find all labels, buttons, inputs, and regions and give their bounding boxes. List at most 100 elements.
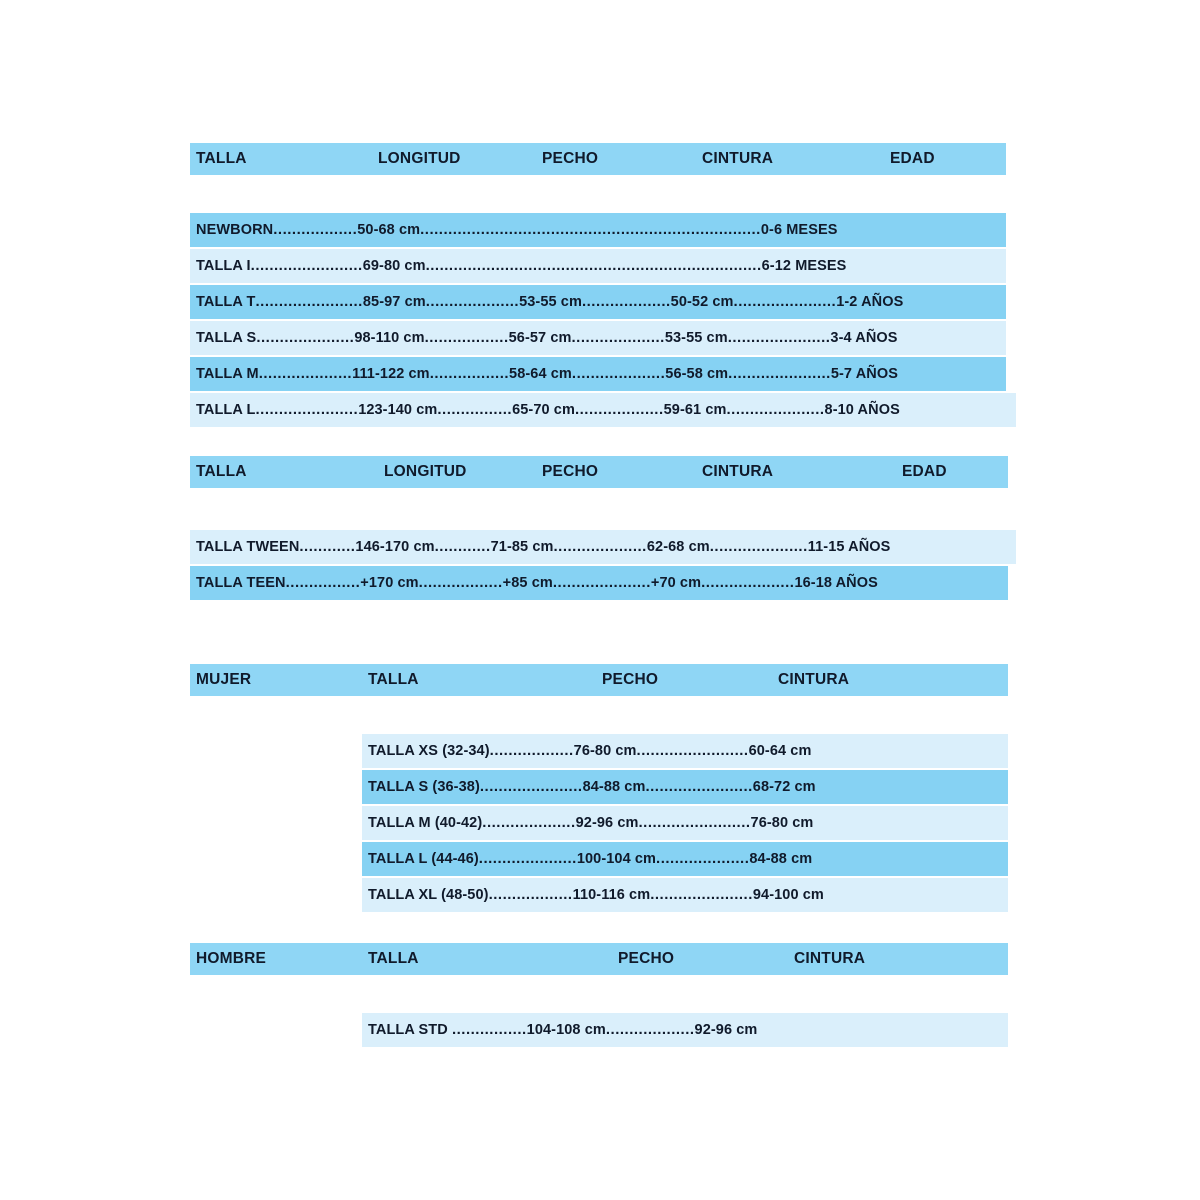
chest-value: 60-64 cm (748, 743, 812, 759)
dot-leader: .................. (488, 886, 573, 903)
dot-leader: ................... (574, 401, 664, 418)
row-content: TALLA S.....................98-110 cm...… (190, 329, 898, 347)
row-content: TALLA M....................111-122 cm...… (190, 365, 898, 383)
dot-leader: .................... (571, 365, 666, 382)
dot-leader: .................. (418, 574, 503, 591)
dot-leader: ............ (434, 538, 491, 555)
size-label: TALLA L (44-46) (368, 851, 479, 867)
table-row: TALLA L (44-46).....................100-… (362, 842, 1008, 876)
dot-leader: .................... (553, 538, 647, 555)
table-header-row: MUJER TALLA PECHO CINTURA (190, 664, 1008, 696)
table-header-row: TALLA LONGITUD PECHO CINTURA EDAD (190, 143, 1006, 175)
size-label: NEWBORN (196, 222, 274, 238)
table-row: TALLA M....................111-122 cm...… (190, 357, 1006, 391)
column-header-pecho: PECHO (542, 150, 599, 167)
table-header-row: TALLA LONGITUD PECHO CINTURA EDAD (190, 456, 1008, 488)
row-content: TALLA L......................123-140 cm.… (190, 401, 900, 419)
size-table-hombre: HOMBRE TALLA PECHO CINTURA TALLA STD ......… (190, 943, 1008, 1049)
table-header-row: HOMBRE TALLA PECHO CINTURA (190, 943, 1008, 975)
waist-value: 56-58 cm (665, 366, 729, 382)
dot-leader: ................... (581, 293, 671, 310)
size-label: TALLA S (36-38) (368, 779, 480, 795)
chest-value: 94-100 cm (752, 887, 824, 903)
table-row: TALLA L......................123-140 cm.… (190, 393, 1016, 427)
dot-leader: ............ (299, 538, 356, 555)
size-label: TALLA S (196, 330, 257, 346)
age-value: 11-15 AÑOS (807, 539, 891, 555)
dot-leader: .................. (273, 221, 358, 238)
size-label: TALLA XL (48-50) (368, 887, 489, 903)
length-value: 84-88 cm (582, 779, 646, 795)
dot-leader: ...................... (650, 886, 753, 903)
dot-leader: ..................... (478, 850, 577, 867)
age-value: 5-7 AÑOS (830, 366, 898, 382)
size-table-tween-teen: TALLA LONGITUD PECHO CINTURA EDAD TALLA TWEE… (190, 456, 1016, 602)
dot-leader: ...................... (727, 329, 831, 346)
length-value: +170 cm (360, 575, 419, 591)
size-table-kids: TALLA LONGITUD PECHO CINTURA EDAD NEWBORN...… (190, 143, 1016, 429)
waist-value: 59-61 cm (663, 402, 727, 418)
size-label: TALLA TWEEN (196, 539, 300, 555)
size-label: TALLA M (196, 366, 259, 382)
column-header-cintura: CINTURA (702, 150, 774, 167)
dot-leader: .................... (425, 293, 520, 310)
table-row: TALLA M (40-42)....................92-96… (362, 806, 1008, 840)
column-header-mujer: MUJER (196, 671, 252, 688)
table-row: NEWBORN..................50-68 cm.......… (190, 213, 1006, 247)
length-value: 104-108 cm (526, 1022, 606, 1038)
dot-leader: ........................ (636, 742, 749, 759)
length-value: 100-104 cm (576, 851, 657, 867)
column-header-talla: TALLA (368, 671, 419, 688)
row-content: TALLA TEEN................+170 cm.......… (190, 574, 878, 592)
length-value: 69-80 cm (362, 258, 426, 274)
dot-leader: .................... (482, 814, 576, 831)
length-value: 123-140 cm (358, 402, 438, 418)
chest-value: 56-57 cm (508, 330, 572, 346)
table-body: TALLA STD ................104-108 cm....… (190, 1013, 1008, 1047)
dot-leader: ...................... (479, 778, 583, 795)
column-header-pecho: PECHO (542, 463, 599, 480)
dot-leader: ........................ (250, 257, 363, 274)
row-content: TALLA S (36-38)......................84-… (362, 778, 816, 796)
dot-leader: ........................................… (420, 221, 761, 238)
row-content: TALLA XL (48-50)..................110-11… (362, 886, 824, 904)
column-header-cintura: CINTURA (702, 463, 774, 480)
age-value: 16-18 AÑOS (794, 575, 878, 591)
dot-leader: ...................... (728, 365, 831, 382)
column-header-longitud: LONGITUD (384, 463, 467, 480)
row-content: NEWBORN..................50-68 cm.......… (190, 221, 838, 239)
chest-value: 65-70 cm (512, 402, 575, 418)
age-value: 3-4 AÑOS (830, 330, 898, 346)
chest-value: 92-96 cm (694, 1022, 758, 1038)
row-content: TALLA I........................69-80 cm.… (190, 257, 846, 275)
table-row: TALLA XL (48-50)..................110-11… (362, 878, 1008, 912)
chest-value: 84-88 cm (749, 851, 813, 867)
table-row: TALLA TWEEN............146-170 cm.......… (190, 530, 1016, 564)
column-header-longitud: LONGITUD (378, 150, 461, 167)
table-body: TALLA TWEEN............146-170 cm.......… (190, 530, 1016, 600)
age-value: 0-6 MESES (760, 222, 838, 238)
column-header-talla: TALLA (368, 950, 419, 967)
dot-leader: ................ (451, 1021, 527, 1038)
dot-leader: .................... (571, 329, 665, 346)
size-label: TALLA L (196, 402, 256, 418)
table-body: NEWBORN..................50-68 cm.......… (190, 213, 1016, 427)
dot-leader: ...................... (733, 293, 837, 310)
dot-leader: ........................................… (425, 257, 762, 274)
age-value: 8-10 AÑOS (824, 402, 900, 418)
age-value: 1-2 AÑOS (836, 294, 904, 310)
length-value: 50-68 cm (357, 222, 421, 238)
row-content: TALLA L (44-46).....................100-… (362, 850, 812, 868)
column-header-talla: TALLA (196, 150, 247, 167)
length-value: 98-110 cm (354, 330, 425, 346)
dot-leader: ........................ (638, 814, 751, 831)
size-label: TALLA XS (32-34) (368, 743, 490, 759)
length-value: 146-170 cm (355, 539, 435, 555)
chest-value: +85 cm (502, 575, 553, 591)
column-header-pecho: PECHO (618, 950, 675, 967)
size-label: TALLA I (196, 258, 251, 274)
dot-leader: .................. (489, 742, 574, 759)
dot-leader: .................. (424, 329, 509, 346)
row-content: TALLA XS (32-34)..................76-80 … (362, 742, 811, 760)
